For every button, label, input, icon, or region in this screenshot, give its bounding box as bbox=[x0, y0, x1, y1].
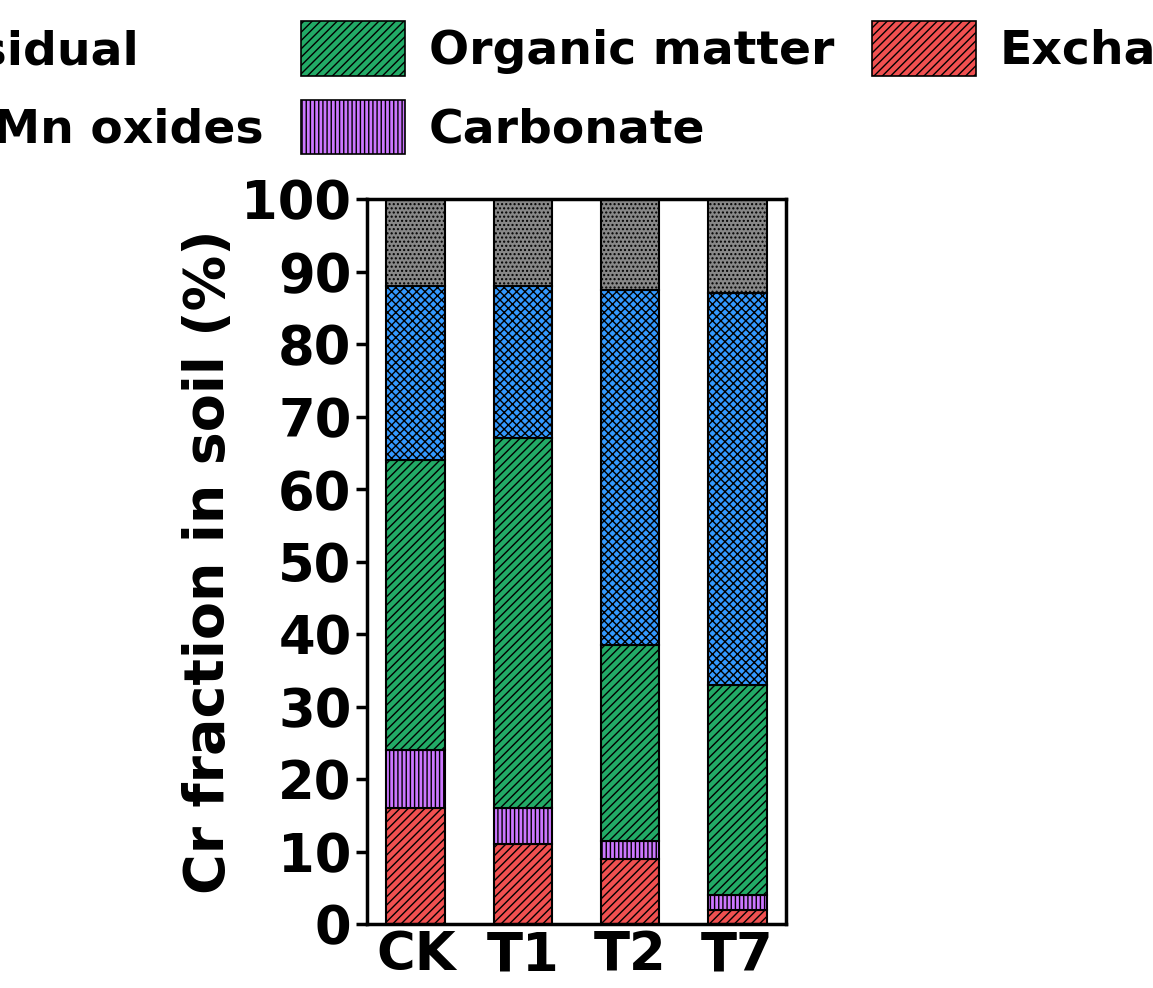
Bar bbox=[493, 200, 552, 287]
Bar bbox=[601, 841, 660, 859]
Bar bbox=[493, 845, 552, 924]
Bar bbox=[601, 645, 660, 841]
Bar bbox=[708, 895, 767, 910]
Y-axis label: Cr fraction in soil (%): Cr fraction in soil (%) bbox=[182, 229, 236, 894]
Bar bbox=[708, 910, 767, 924]
Bar bbox=[386, 808, 445, 924]
Bar bbox=[601, 859, 660, 924]
Bar bbox=[493, 808, 552, 845]
Bar bbox=[708, 685, 767, 895]
Bar bbox=[386, 460, 445, 750]
Bar bbox=[601, 289, 660, 645]
Bar bbox=[386, 200, 445, 287]
Bar bbox=[708, 293, 767, 685]
Bar bbox=[386, 287, 445, 460]
Bar bbox=[708, 200, 767, 293]
Legend: Residual, Fe-Mn oxides, Organic matter, Carbonate, Exchangeable: Residual, Fe-Mn oxides, Organic matter, … bbox=[0, 7, 1153, 168]
Bar bbox=[493, 439, 552, 808]
Bar bbox=[386, 750, 445, 808]
Bar bbox=[601, 200, 660, 289]
Bar bbox=[493, 287, 552, 439]
